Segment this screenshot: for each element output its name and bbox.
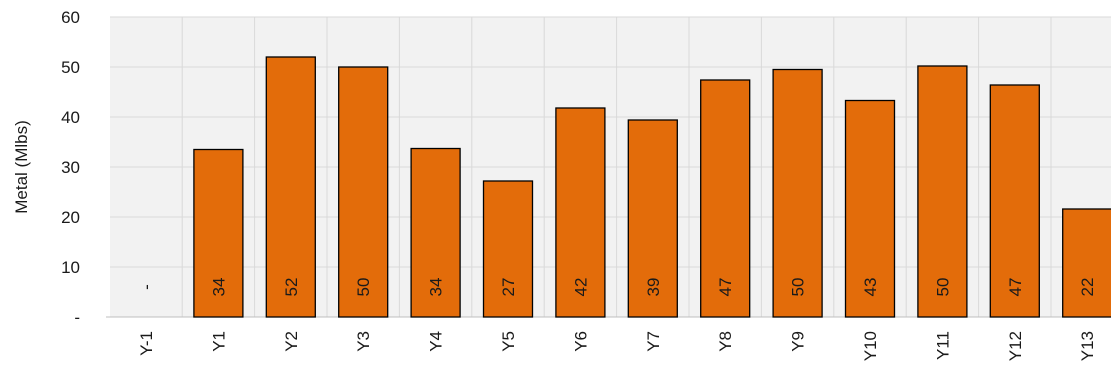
data-label: 50 — [789, 278, 808, 297]
data-label: 39 — [644, 278, 663, 297]
data-label: 43 — [861, 278, 880, 297]
data-label: 52 — [282, 278, 301, 297]
x-tick-label: Y3 — [354, 331, 373, 352]
bar-y7 — [627, 119, 678, 318]
y-tick-label: 20 — [61, 208, 80, 227]
x-axis-ticks: Y-1 Y1 Y2 Y3 Y4 Y5 Y6 Y7 Y8 Y9 Y10 Y11 Y12 Y13 — [137, 331, 1097, 361]
y-axis-title: Metal (Mlbs) — [12, 120, 31, 214]
data-label: 50 — [933, 278, 952, 297]
data-label: - — [137, 284, 156, 290]
bar-y11 — [917, 65, 968, 318]
y-tick-label: 50 — [61, 58, 80, 77]
bar-series — [193, 56, 1111, 318]
data-label: 42 — [571, 278, 590, 297]
x-tick-label: Y11 — [933, 331, 952, 360]
bar-y12 — [989, 84, 1040, 318]
data-label: 47 — [1006, 278, 1025, 297]
x-tick-label: Y7 — [644, 331, 663, 352]
bar-y10 — [844, 99, 896, 318]
bar-y3 — [338, 66, 389, 318]
x-tick-label: Y1 — [209, 331, 228, 352]
bar-y9 — [772, 68, 823, 318]
y-axis-ticks: - 10 20 30 40 50 60 — [61, 8, 80, 327]
data-label: 27 — [499, 278, 518, 297]
bar-y4 — [410, 147, 461, 318]
x-tick-label: Y5 — [499, 331, 518, 352]
bar-y5 — [482, 180, 534, 318]
x-tick-label: Y10 — [861, 331, 880, 361]
x-tick-label: Y9 — [789, 331, 808, 352]
y-tick-label: 40 — [61, 108, 80, 127]
x-tick-label: Y8 — [716, 331, 735, 352]
data-labels: - 34 52 50 34 27 42 39 47 50 43 50 47 22 — [137, 278, 1097, 297]
y-tick-label: 30 — [61, 158, 80, 177]
bar-y13 — [1062, 208, 1111, 318]
data-label: 34 — [209, 278, 228, 297]
x-tick-label: Y2 — [282, 331, 301, 352]
bar-y1 — [193, 148, 244, 318]
y-tick-label: 60 — [61, 8, 80, 27]
x-tick-label: Y-1 — [137, 331, 156, 356]
bar-y2 — [265, 56, 316, 318]
y-tick-label: - — [74, 308, 80, 327]
x-tick-label: Y4 — [427, 331, 446, 352]
bar-y8 — [700, 79, 751, 318]
data-label: 50 — [354, 278, 373, 297]
data-label: 34 — [427, 278, 446, 297]
x-tick-label: Y13 — [1078, 331, 1097, 361]
x-tick-label: Y6 — [571, 331, 590, 352]
x-tick-label: Y12 — [1006, 331, 1025, 361]
data-label: 47 — [716, 278, 735, 297]
bar-y6 — [555, 107, 606, 318]
data-label: 22 — [1078, 278, 1097, 297]
y-tick-label: 10 — [61, 258, 80, 277]
